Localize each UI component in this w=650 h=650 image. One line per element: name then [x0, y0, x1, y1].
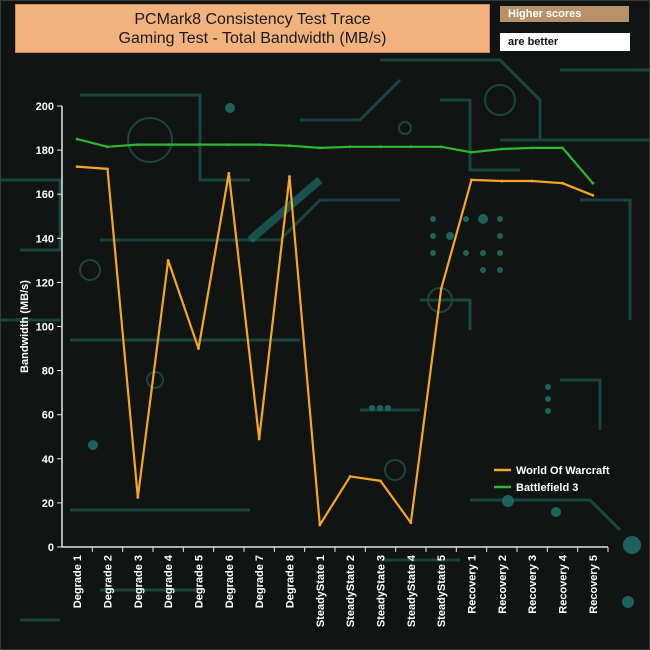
data-point: [591, 193, 595, 197]
data-point: [500, 147, 504, 151]
data-point: [348, 475, 352, 478]
data-point: [166, 258, 170, 262]
data-point: [409, 145, 413, 149]
data-point: [166, 143, 170, 146]
are-better-badge: are better: [500, 33, 630, 51]
data-point: [470, 178, 473, 182]
x-tick-label: Degrade 5: [194, 555, 206, 608]
x-tick-label: Recovery 2: [497, 555, 509, 614]
data-point: [379, 145, 382, 149]
data-point: [106, 145, 109, 149]
x-tick-label: Degrade 4: [163, 554, 175, 608]
y-tick-label: 140: [36, 233, 54, 245]
data-point: [561, 146, 564, 150]
data-point: [106, 167, 109, 171]
x-tick-label: SteadyState 1: [315, 555, 327, 627]
y-axis-label: Bandwidth (MB/s): [19, 280, 31, 373]
y-tick-label: 0: [48, 542, 54, 554]
data-point: [257, 437, 261, 441]
x-tick-label: SteadyState 5: [436, 555, 448, 627]
legend-label: Battlefield 3: [516, 482, 578, 494]
y-tick-label: 60: [42, 410, 54, 422]
data-point: [561, 181, 564, 185]
x-tick-label: Degrade 2: [103, 555, 115, 608]
data-point: [470, 150, 473, 154]
y-tick-label: 180: [36, 145, 54, 157]
x-tick-label: Degrade 6: [224, 555, 236, 608]
y-tick-label: 120: [36, 277, 54, 289]
data-point: [227, 171, 231, 175]
y-tick-label: 20: [42, 498, 54, 510]
chart-title-line2: Gaming Test - Total Bandwidth (MB/s): [118, 30, 387, 47]
data-point: [288, 144, 291, 148]
x-tick-label: SteadyState 3: [376, 555, 388, 627]
data-point: [197, 347, 200, 350]
series-line-battlefield-3: [76, 138, 594, 184]
data-point: [500, 179, 504, 183]
x-tick-label: Recovery 1: [467, 555, 479, 614]
data-point: [439, 145, 443, 149]
data-point: [75, 165, 79, 169]
y-tick-label: 40: [42, 454, 54, 466]
x-tick-label: SteadyState 4: [406, 554, 418, 627]
x-tick-label: Degrade 3: [133, 555, 145, 608]
data-point: [318, 523, 322, 527]
x-tick-label: Recovery 4: [558, 554, 570, 614]
series-line-world-of-warcraft: [77, 165, 594, 527]
data-point: [409, 521, 413, 525]
x-tick-label: SteadyState 2: [345, 555, 357, 627]
data-point: [257, 143, 261, 146]
y-tick-label: 80: [42, 366, 54, 378]
x-tick-label: Degrade 1: [72, 555, 84, 608]
data-point: [227, 143, 231, 146]
data-point: [348, 145, 352, 149]
legend-label: World Of Warcraft: [516, 465, 610, 477]
y-tick-label: 160: [36, 189, 54, 201]
data-point: [136, 495, 140, 499]
x-tick-label: Degrade 8: [285, 555, 297, 608]
data-point: [530, 179, 534, 183]
data-point: [530, 146, 534, 150]
higher-scores-badge: Higher scores: [500, 6, 629, 22]
y-tick-label: 200: [36, 101, 54, 113]
data-point: [379, 479, 382, 483]
data-point: [439, 287, 443, 291]
data-point: [75, 137, 79, 141]
y-tick-label: 100: [36, 322, 54, 334]
data-point: [136, 143, 140, 146]
data-point: [591, 181, 595, 185]
x-tick-label: Degrade 7: [254, 555, 266, 608]
x-tick-label: Recovery 5: [588, 555, 600, 614]
data-point: [197, 143, 200, 146]
data-point: [288, 175, 291, 178]
data-point: [318, 146, 322, 150]
chart-title-line1: PCMark8 Consistency Test Trace: [134, 11, 371, 28]
x-tick-label: Recovery 3: [527, 555, 539, 614]
chart-title-box: PCMark8 Consistency Test Trace Gaming Te…: [15, 4, 490, 53]
